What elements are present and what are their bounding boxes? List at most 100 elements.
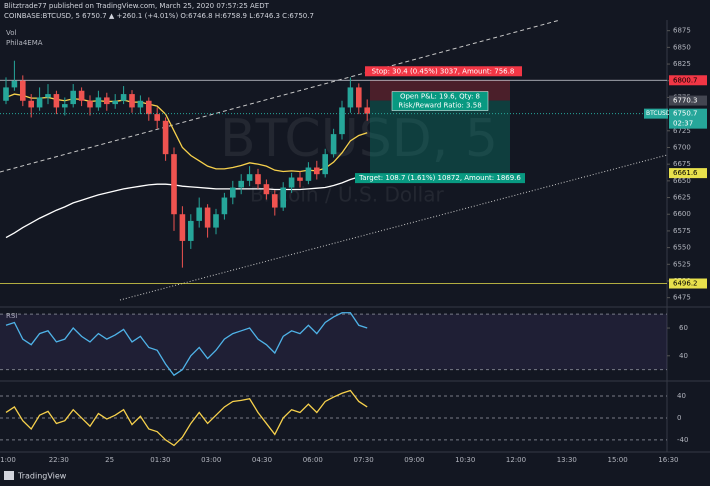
x-tick-label: 10:30 (455, 456, 475, 464)
candle-body (28, 100, 34, 108)
candle-body (255, 174, 261, 185)
x-tick-label: 07:30 (354, 456, 374, 464)
y-tick-label: 6700 (673, 143, 691, 151)
osc-line (5, 389, 368, 447)
candle-body (347, 87, 354, 108)
candle-body (129, 94, 135, 108)
x-tick-label: 12:00 (506, 456, 526, 464)
price-tag-label: 6496.2 (673, 280, 698, 288)
candle-body (314, 167, 320, 175)
watermark: BTCUSD, 5 (220, 109, 498, 169)
candle-body (288, 177, 295, 188)
price-tag (669, 278, 707, 289)
candle-body (322, 154, 328, 175)
x-tick-label: 25 (105, 456, 114, 464)
candle-body (36, 97, 43, 108)
watermark-subtitle: Bitcoin / U.S. Dollar (250, 183, 444, 207)
x-tick-label: 09:00 (404, 456, 424, 464)
candle-body (104, 97, 110, 105)
y-tick-label: 6550 (673, 244, 691, 252)
price-tag (669, 168, 707, 179)
candle-body (272, 194, 278, 208)
rsi-tick-label: 60 (679, 324, 688, 332)
indicator-label: Phila4EMA (6, 39, 43, 47)
candle-body (280, 187, 286, 208)
rsi-line (5, 312, 368, 377)
candle-body (162, 120, 169, 155)
rsi-band (0, 314, 667, 370)
candle-body (20, 80, 26, 101)
candle-body (70, 90, 76, 105)
x-tick-label: 15:00 (608, 456, 628, 464)
candle-body (297, 177, 303, 181)
osc-tick-label: 0 (677, 414, 681, 422)
symbol-line: COINBASE:BTCUSD, 5 6750.7 ▲ +260.1 (+4.0… (4, 12, 314, 20)
rsi-tick-label: 40 (679, 352, 688, 360)
candle-body (330, 134, 337, 155)
indicator-label: Vol (6, 29, 17, 37)
candle-body (263, 184, 270, 195)
trend-line-upper (0, 19, 561, 173)
symbol-tag (644, 108, 668, 119)
target-label: Target: 108.7 (1.61%) 10872, Amount: 186… (358, 174, 521, 182)
last-price-label: 6750.7 (673, 110, 698, 118)
candle-body (87, 100, 93, 108)
x-tick-label: 1:00 (0, 456, 16, 464)
candle-body (339, 107, 345, 135)
candle-body (364, 107, 370, 114)
x-tick-label: 03:00 (201, 456, 221, 464)
ema-line (5, 173, 368, 239)
candle-body (188, 220, 194, 241)
candle-body (112, 100, 118, 105)
price-tag (669, 75, 707, 86)
candle-body (53, 94, 60, 108)
price-tag-label: 6661.6 (673, 169, 698, 177)
pnl-label: Open P&L: 19.6, Qty: 8 (400, 93, 480, 101)
y-tick-label: 6575 (673, 227, 691, 235)
y-tick-label: 6650 (673, 177, 691, 185)
candle-body (137, 100, 144, 108)
x-tick-label: 01:30 (150, 456, 170, 464)
candle-body (230, 187, 236, 198)
header: Blitztrade77 published on TradingView.co… (4, 2, 270, 10)
candle-body (238, 180, 244, 188)
candle-body (62, 104, 68, 108)
y-tick-label: 6825 (673, 60, 691, 68)
y-tick-label: 6875 (673, 27, 691, 35)
y-tick-label: 6525 (673, 260, 691, 268)
y-tick-label: 6725 (673, 127, 691, 135)
x-tick-label: 22:30 (49, 456, 69, 464)
rr-label: Risk/Reward Ratio: 3.58 (398, 102, 481, 110)
y-tick-label: 6475 (673, 294, 691, 302)
candle-body (213, 214, 219, 228)
price-tag-label: 6770.3 (673, 97, 698, 105)
footer: TradingView (17, 472, 67, 481)
candle-body (179, 214, 186, 241)
candle-body (356, 87, 362, 108)
y-tick-label: 6625 (673, 194, 691, 202)
candle-body (78, 90, 85, 101)
candle-body (196, 207, 202, 221)
candle-body (45, 94, 51, 98)
stop-label: Stop: 30.4 (0.45%) 3037, Amount: 756.8 (372, 67, 515, 75)
candle-body (154, 114, 160, 121)
target-zone (370, 100, 510, 174)
logo (4, 471, 14, 480)
candle-body (305, 167, 312, 181)
candle-body (120, 94, 127, 101)
trend-line-lower (119, 154, 668, 301)
target-label-bg (355, 173, 525, 184)
x-tick-label: 13:30 (557, 456, 577, 464)
candle-body (95, 97, 102, 108)
last-price-tag (669, 108, 707, 129)
y-tick-label: 6850 (673, 43, 691, 51)
stop-label-bg (365, 66, 522, 77)
countdown: 02:37 (673, 120, 693, 128)
x-tick-label: 06:00 (303, 456, 323, 464)
y-tick-label: 6600 (673, 210, 691, 218)
candle-body (246, 174, 253, 181)
osc-tick-label: 40 (677, 392, 686, 400)
candle-body (146, 100, 152, 115)
